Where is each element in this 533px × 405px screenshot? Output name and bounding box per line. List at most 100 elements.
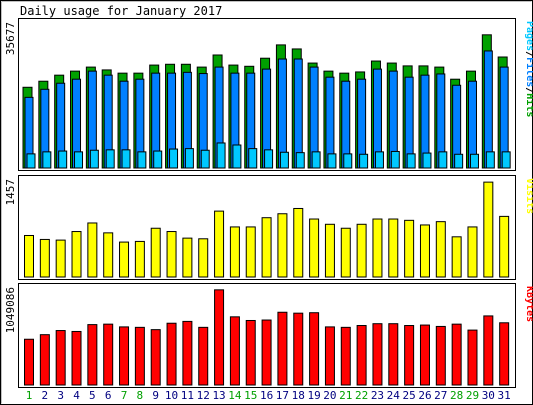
bar-pages-day-2 [42,151,52,169]
bar-pages-day-19 [311,151,321,169]
bar-kbytes-day-27 [435,325,446,386]
bar-kbytes-day-31 [499,322,510,386]
series-visits [24,181,510,278]
bar-pages-day-9 [153,150,163,169]
bar-pages-day-28 [454,153,464,169]
bar-kbytes-day-21 [340,326,351,386]
legend-part: Visits [524,178,533,214]
bar-kbytes-day-29 [467,329,478,386]
bar-pages-day-26 [422,152,432,169]
bar-pages-day-22 [359,153,369,169]
series-files [24,50,509,169]
bar-visits-day-4 [71,231,82,278]
panel-visits: 1457 Visits [4,175,533,280]
bar-visits-day-25 [404,219,415,278]
x-tick-label: 1 [26,389,33,402]
bar-visits-day-12 [198,238,209,278]
chart-panels: 35677Pages/Files/Hits1457Visits1049086KB… [4,18,533,388]
x-tick-label: 11 [181,389,194,402]
bar-kbytes-day-28 [451,323,462,386]
bar-kbytes-day-30 [483,315,494,386]
x-axis-day-labels: 1 2 3 4 5 6 7 8 9 10 11 12 13 14 15 16 17 18 19 20 21 22 23 24 2… [26,389,511,402]
bar-visits-day-22 [356,223,367,278]
bar-pages-day-10 [169,148,179,169]
bar-pages-day-31 [501,151,511,169]
bar-pages-day-24 [390,150,400,169]
bar-visits-day-10 [166,231,177,278]
bar-visits-day-19 [309,218,320,278]
x-tick-label: 13 [212,389,225,402]
legend-part: Pages [524,21,533,51]
bar-pages-day-1 [26,153,36,169]
bar-kbytes-day-5 [87,324,98,386]
bar-visits-day-3 [55,239,66,278]
bar-kbytes-day-22 [356,325,367,386]
bar-kbytes-day-17 [277,311,288,386]
x-tick-label: 3 [57,389,64,402]
bar-visits-day-24 [388,218,399,278]
bar-kbytes-day-25 [404,325,415,386]
bar-kbytes-day-24 [388,323,399,386]
bar-pages-day-25 [406,153,416,169]
x-tick-label: 22 [355,389,368,402]
bar-visits-day-23 [372,218,383,278]
bar-kbytes-day-2 [39,334,50,386]
x-tick-label: 25 [403,389,416,402]
bar-pages-day-12 [200,149,210,169]
bar-pages-day-4 [74,151,84,169]
x-tick-label: 28 [450,389,463,402]
bar-kbytes-day-13 [214,289,225,386]
bar-kbytes-day-23 [372,323,383,386]
bar-kbytes-day-16 [261,319,272,386]
bar-visits-day-2 [39,238,50,278]
bar-visits-day-11 [182,237,193,278]
bar-kbytes-day-12 [198,326,209,386]
bar-visits-day-16 [261,217,272,278]
bar-kbytes-day-11 [182,320,193,386]
x-tick-label: 16 [260,389,273,402]
bar-pages-day-5 [89,149,99,169]
bar-kbytes-day-15 [245,319,256,386]
x-tick-label: 5 [89,389,96,402]
series-kbytes [24,289,510,386]
legend-part: / [524,87,533,93]
bar-kbytes-day-14 [229,316,240,386]
bar-visits-day-14 [229,226,240,278]
x-tick-label: 23 [371,389,384,402]
bar-kbytes-day-4 [71,330,82,386]
bar-visits-day-20 [324,223,335,278]
right-legend-kbytes: KBytes [524,286,533,322]
bar-visits-day-17 [277,213,288,278]
bar-visits-day-15 [245,226,256,278]
bar-pages-day-3 [58,150,68,169]
right-legend-hits-files-pages: Pages/Files/Hits [524,21,533,117]
x-tick-label: 7 [121,389,128,402]
bar-pages-day-8 [137,151,147,169]
x-tick-label: 26 [418,389,431,402]
bar-visits-day-5 [87,222,98,278]
bar-pages-day-21 [343,153,353,169]
bar-visits-day-18 [293,207,304,278]
legend-part: Files [524,57,533,87]
bar-pages-day-17 [279,151,289,169]
bar-visits-day-6 [103,232,114,278]
x-tick-label: 24 [387,389,401,402]
x-tick-label: 14 [228,389,242,402]
x-tick-label: 17 [276,389,289,402]
right-legend-visits: Visits [524,178,533,214]
bar-kbytes-day-9 [150,329,161,386]
y-max-label: 35677 [4,22,17,55]
bar-visits-day-7 [119,241,130,278]
bar-pages-day-11 [184,148,194,169]
bar-pages-day-30 [485,151,495,169]
chart-title: Daily usage for January 2017 [20,4,222,18]
legend-part: Hits [524,93,533,117]
x-tick-label: 9 [152,389,159,402]
bar-visits-day-13 [214,210,225,278]
legend-part: / [524,51,533,57]
bar-pages-day-20 [327,153,337,169]
bar-kbytes-day-20 [324,326,335,386]
bar-pages-day-14 [232,144,242,169]
x-tick-label: 12 [197,389,210,402]
